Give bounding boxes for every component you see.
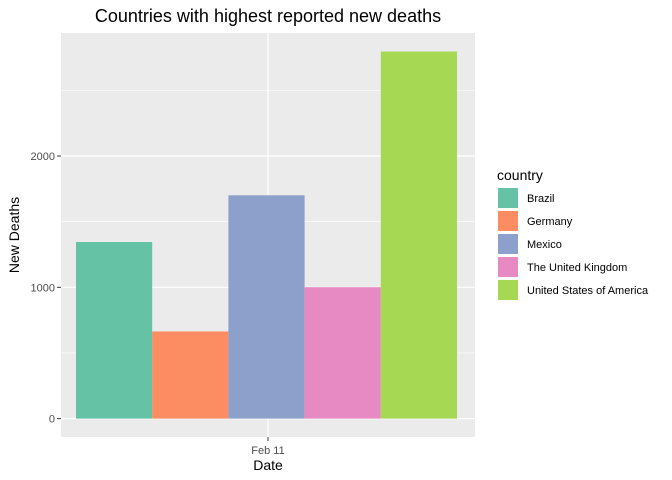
legend-swatch — [498, 211, 518, 231]
x-tick-label: Feb 11 — [251, 445, 284, 457]
legend: country Brazil Germany Mexico The United Ki… — [497, 167, 649, 300]
y-axis-title: New Deaths — [6, 197, 22, 273]
legend-swatch — [498, 234, 518, 254]
bar-united-states-of-america — [380, 51, 457, 419]
y-axis: 0 1000 2000 — [31, 151, 61, 426]
legend-swatch — [498, 257, 518, 277]
bar-mexico — [228, 195, 305, 419]
y-tick-label: 2000 — [31, 151, 55, 163]
legend-label: Brazil — [527, 193, 555, 205]
legend-swatch — [498, 280, 518, 300]
chart-title: Countries with highest reported new deat… — [95, 6, 441, 26]
x-axis-title: Date — [253, 457, 283, 473]
x-axis: Feb 11 — [251, 437, 285, 457]
y-tick-label: 0 — [49, 414, 55, 426]
legend-label: United States of America — [527, 285, 649, 297]
bar-germany — [152, 331, 229, 419]
bar-brazil — [76, 242, 153, 419]
legend-label: Germany — [527, 216, 573, 228]
legend-label: Mexico — [527, 239, 562, 251]
legend-label: The United Kingdom — [527, 262, 627, 274]
bars — [76, 51, 457, 419]
y-tick-label: 1000 — [31, 282, 55, 294]
legend-swatch — [498, 188, 518, 208]
bar-the-united-kingdom — [304, 287, 381, 419]
legend-title: country — [497, 167, 543, 183]
